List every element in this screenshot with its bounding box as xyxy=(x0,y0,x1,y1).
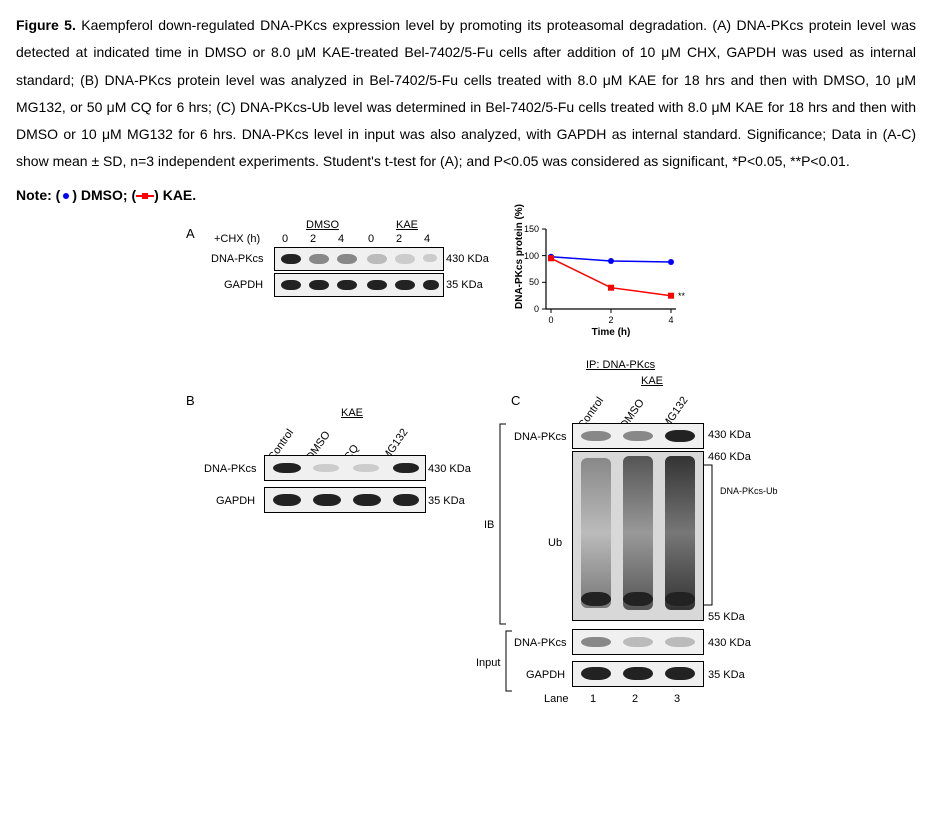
panel-c-r3-kda: 55 KDa xyxy=(708,611,745,623)
panel-a-dnapkcs-blot xyxy=(274,247,444,271)
figure-caption: Figure 5. Kaempferol down-regulated DNA-… xyxy=(16,12,916,176)
panel-c-r1-blot xyxy=(572,423,704,449)
svg-text:50: 50 xyxy=(529,277,539,287)
panel-b-row2-kda: 35 KDa xyxy=(428,495,465,507)
panel-b-label: B xyxy=(186,394,195,408)
panel-c-ub-side: DNA-PKcs-Ub xyxy=(720,487,778,497)
panel-c-r4-label: DNA-PKcs xyxy=(514,637,567,649)
kae-marker-icon xyxy=(136,191,154,201)
panel-c-lane-n2: 2 xyxy=(632,693,638,705)
panel-c-r5-label: GAPDH xyxy=(526,669,565,681)
panel-a-tp-5: 4 xyxy=(424,233,430,245)
panel-a-chart-svg: 0 50 100 150 0 2 4 ** Time (h) xyxy=(506,219,706,339)
panel-c-r1-label: DNA-PKcs xyxy=(514,431,567,443)
figure-panels: A DMSO KAE +CHX (h) 0 2 4 0 2 4 DNA-PKcs… xyxy=(96,219,836,739)
svg-text:0: 0 xyxy=(548,315,553,325)
panel-c-r2-kda: 460 KDa xyxy=(708,451,751,463)
panel-c-ub-label: Ub xyxy=(548,537,562,549)
panel-c-r4-blot xyxy=(572,629,704,655)
panel-a-row2-kda: 35 KDa xyxy=(446,279,483,291)
note-prefix: Note: xyxy=(16,187,52,203)
panel-a-sig-label: ** xyxy=(678,291,686,301)
panel-a-ylabel: DNA-PKcs protein (%) xyxy=(514,204,525,309)
panel-b-row1-label: DNA-PKcs xyxy=(204,463,257,475)
figure-note: Note: () DMSO; () KAE. xyxy=(16,182,916,209)
panel-b-gapdh-blot xyxy=(264,487,426,513)
panel-c-r5-kda: 35 KDa xyxy=(708,669,745,681)
panel-a-gapdh-blot xyxy=(274,273,444,297)
note-kae: KAE. xyxy=(163,187,196,203)
svg-text:2: 2 xyxy=(608,315,613,325)
panel-a-group-kae: KAE xyxy=(396,219,418,231)
svg-text:0: 0 xyxy=(534,304,539,314)
panel-a-row2-label: GAPDH xyxy=(224,279,263,291)
panel-c-lane-n3: 3 xyxy=(674,693,680,705)
panel-b-row2-label: GAPDH xyxy=(216,495,255,507)
panel-c-header: KAE xyxy=(641,375,663,387)
panel-a-chx-label: +CHX (h) xyxy=(214,233,260,245)
svg-text:100: 100 xyxy=(524,251,539,261)
panel-c-lane-label: Lane xyxy=(544,693,568,705)
panel-a-tp-2: 4 xyxy=(338,233,344,245)
panel-c-label: C xyxy=(511,394,520,408)
svg-text:4: 4 xyxy=(668,315,673,325)
panel-b-header: KAE xyxy=(341,407,363,419)
panel-a-xlabel: Time (h) xyxy=(592,327,631,338)
panel-a-row1-kda: 430 KDa xyxy=(446,253,489,265)
panel-c-r1-kda: 430 KDa xyxy=(708,429,751,441)
panel-a-tp-1: 2 xyxy=(310,233,316,245)
panel-c-ip-label: IP: DNA-PKcs xyxy=(586,359,655,371)
bracket-icon xyxy=(498,424,508,624)
panel-c-lane-n1: 1 xyxy=(590,693,596,705)
panel-a-label: A xyxy=(186,227,195,241)
bracket-icon xyxy=(504,631,514,691)
panel-c-r5-blot xyxy=(572,661,704,687)
panel-a-row1-label: DNA-PKcs xyxy=(211,253,264,265)
panel-b-dnapkcs-blot xyxy=(264,455,426,481)
svg-text:150: 150 xyxy=(524,224,539,234)
panel-c-r4-kda: 430 KDa xyxy=(708,637,751,649)
panel-a-chart: 0 50 100 150 0 2 4 ** Time (h) xyxy=(506,219,706,339)
figure-label: Figure 5. xyxy=(16,17,76,33)
dmso-marker-icon xyxy=(60,191,72,201)
figure-caption-text: Kaempferol down-regulated DNA-PKcs expre… xyxy=(16,17,916,169)
panel-c-ub-blot xyxy=(572,451,704,621)
note-dmso: DMSO; xyxy=(81,187,128,203)
panel-a-tp-3: 0 xyxy=(368,233,374,245)
panel-c-input-label: Input xyxy=(476,657,500,669)
panel-c-ib-label: IB xyxy=(484,519,494,531)
panel-a-tp-0: 0 xyxy=(282,233,288,245)
panel-b-row1-kda: 430 KDa xyxy=(428,463,471,475)
bracket-icon xyxy=(704,465,716,605)
panel-a-group-dmso: DMSO xyxy=(306,219,339,231)
panel-a-tp-4: 2 xyxy=(396,233,402,245)
